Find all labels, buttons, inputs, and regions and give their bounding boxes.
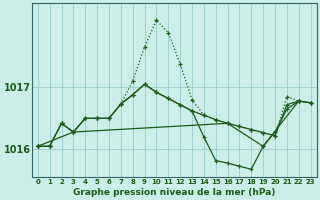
X-axis label: Graphe pression niveau de la mer (hPa): Graphe pression niveau de la mer (hPa) [73,188,276,197]
